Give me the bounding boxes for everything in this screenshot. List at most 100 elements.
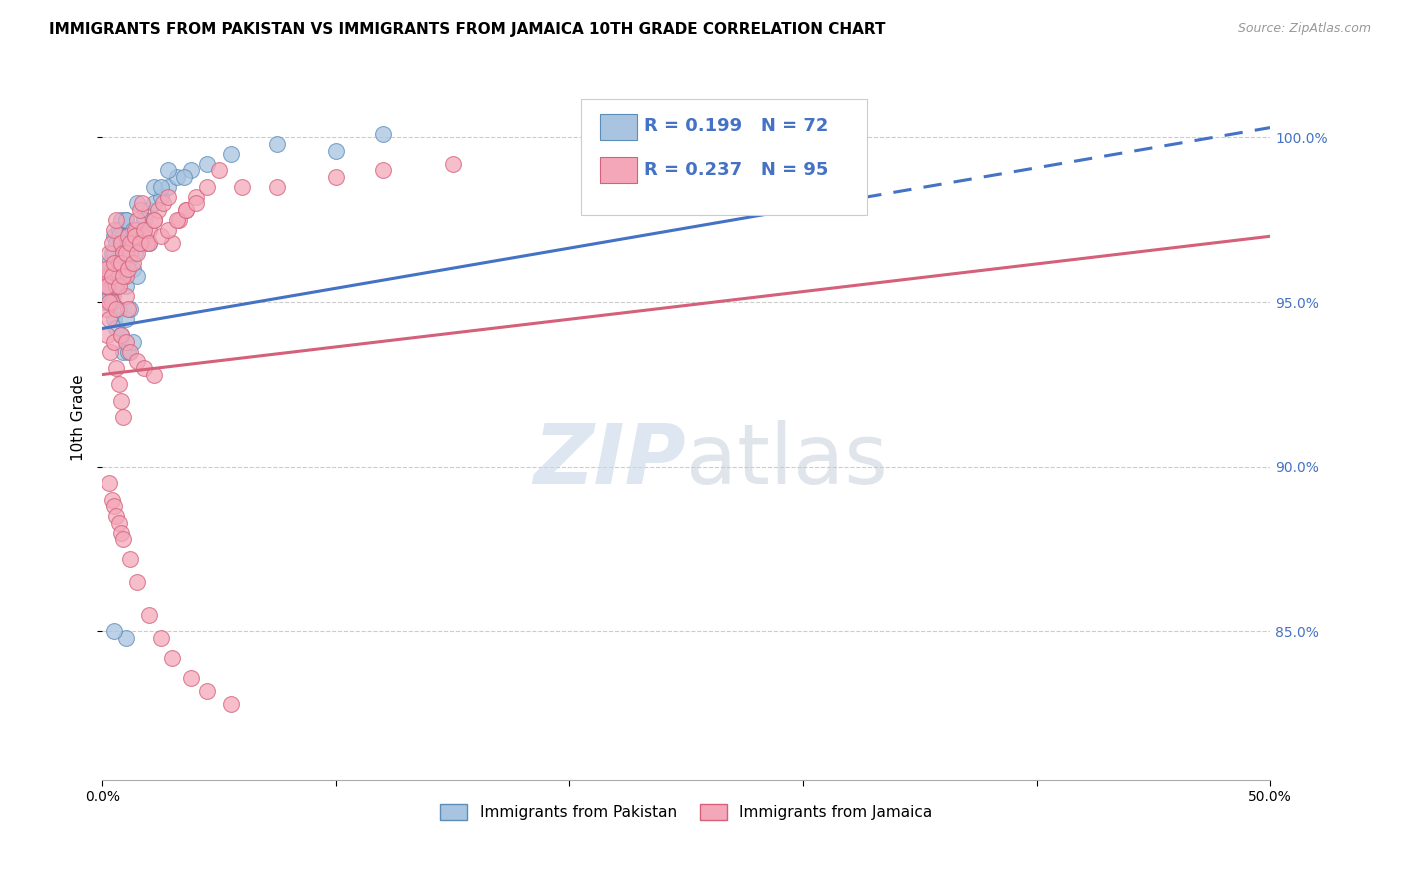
- Point: [121, 334, 143, 349]
- Point: [103, 500, 125, 514]
- Point: [110, 212, 132, 227]
- Point: [124, 222, 146, 236]
- Point: [94, 301, 117, 316]
- Point: [117, 344, 139, 359]
- Point: [100, 268, 122, 283]
- Point: [127, 268, 149, 283]
- Point: [110, 245, 132, 260]
- Point: [135, 235, 157, 250]
- Point: [112, 245, 135, 260]
- Point: [156, 179, 179, 194]
- Point: [103, 229, 125, 244]
- Point: [100, 235, 122, 250]
- Point: [114, 288, 136, 302]
- Point: [110, 255, 132, 269]
- Point: [162, 650, 184, 665]
- Point: [149, 631, 172, 645]
- Point: [142, 212, 165, 227]
- Point: [94, 278, 117, 293]
- Point: [156, 190, 179, 204]
- Point: [127, 196, 149, 211]
- Point: [100, 492, 122, 507]
- Point: [98, 245, 121, 260]
- Point: [120, 344, 142, 359]
- Point: [371, 127, 394, 141]
- Point: [112, 262, 135, 277]
- Point: [120, 245, 142, 260]
- Point: [142, 368, 165, 382]
- Point: [112, 245, 135, 260]
- Point: [100, 245, 122, 260]
- Point: [149, 179, 172, 194]
- Point: [120, 301, 142, 316]
- Point: [166, 212, 188, 227]
- Point: [110, 393, 132, 408]
- Point: [208, 163, 231, 178]
- Point: [98, 288, 121, 302]
- Point: [127, 574, 149, 589]
- Point: [105, 278, 128, 293]
- Point: [110, 235, 132, 250]
- Point: [100, 262, 122, 277]
- Point: [195, 683, 218, 698]
- Point: [100, 268, 122, 283]
- Point: [441, 157, 464, 171]
- Point: [134, 212, 156, 227]
- Point: [195, 157, 218, 171]
- Point: [325, 144, 347, 158]
- Point: [127, 245, 149, 260]
- Point: [112, 229, 135, 244]
- Point: [105, 509, 128, 524]
- Point: [149, 190, 172, 204]
- Point: [98, 476, 121, 491]
- Point: [156, 222, 179, 236]
- Point: [134, 212, 156, 227]
- Point: [120, 229, 142, 244]
- Point: [134, 361, 156, 376]
- Point: [152, 196, 174, 211]
- Point: [180, 163, 202, 178]
- FancyBboxPatch shape: [600, 114, 637, 140]
- Point: [112, 533, 135, 547]
- Point: [101, 288, 124, 302]
- Point: [142, 196, 165, 211]
- Point: [103, 311, 125, 326]
- FancyBboxPatch shape: [581, 99, 868, 214]
- Point: [107, 229, 129, 244]
- Point: [176, 202, 198, 217]
- Point: [98, 311, 121, 326]
- Text: atlas: atlas: [686, 420, 889, 501]
- Point: [127, 354, 149, 368]
- Point: [107, 255, 129, 269]
- Point: [219, 697, 242, 711]
- Point: [131, 222, 153, 236]
- Point: [325, 169, 347, 184]
- Point: [138, 235, 160, 250]
- Point: [93, 262, 115, 277]
- Point: [100, 295, 122, 310]
- Point: [96, 262, 118, 277]
- Point: [134, 229, 156, 244]
- Point: [114, 245, 136, 260]
- Point: [156, 163, 179, 178]
- Point: [114, 268, 136, 283]
- Point: [162, 235, 184, 250]
- Point: [104, 278, 127, 293]
- Point: [100, 344, 122, 359]
- Point: [121, 235, 143, 250]
- Point: [138, 235, 160, 250]
- Point: [96, 278, 118, 293]
- Point: [121, 222, 143, 236]
- Point: [114, 212, 136, 227]
- Point: [107, 516, 129, 530]
- Point: [112, 410, 135, 425]
- Point: [98, 272, 121, 286]
- Point: [107, 278, 129, 293]
- Point: [219, 147, 242, 161]
- Text: R = 0.199   N = 72: R = 0.199 N = 72: [644, 117, 828, 135]
- Point: [110, 525, 132, 540]
- Point: [112, 344, 135, 359]
- Point: [93, 295, 115, 310]
- Point: [173, 169, 195, 184]
- Point: [128, 202, 150, 217]
